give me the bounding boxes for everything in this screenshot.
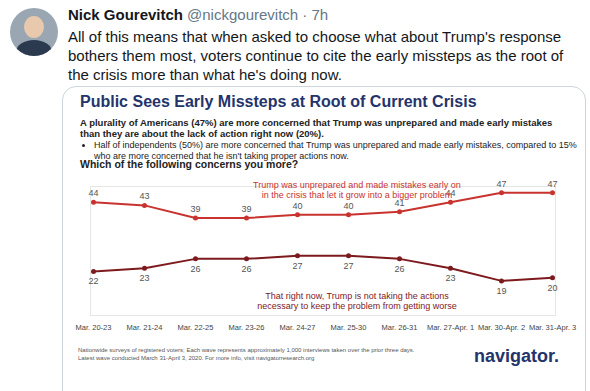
svg-text:23: 23 (445, 273, 455, 283)
svg-text:Mar. 24-27: Mar. 24-27 (280, 323, 316, 332)
svg-text:40: 40 (292, 201, 302, 211)
svg-text:44: 44 (88, 188, 98, 198)
svg-text:23: 23 (139, 273, 149, 283)
svg-text:22: 22 (88, 276, 98, 286)
svg-text:Mar. 25-30: Mar. 25-30 (331, 323, 367, 332)
html-text:navigator.: navigator. (474, 346, 559, 366)
svg-text:27: 27 (343, 261, 353, 271)
svg-text:27: 27 (292, 261, 302, 271)
svg-text:26: 26 (190, 264, 200, 274)
html-text:in the crisis that let it grow: in the crisis that let it grow into a bi… (261, 190, 453, 200)
svg-text:Mar. 23-26: Mar. 23-26 (229, 323, 265, 332)
svg-text:Mar. 26-31: Mar. 26-31 (382, 323, 418, 332)
svg-text:Mar. 31-Apr. 3: Mar. 31-Apr. 3 (529, 323, 576, 332)
svg-text:19: 19 (496, 286, 506, 296)
html-text:All of this means that when as: All of this means that when asked to cho… (68, 28, 564, 83)
svg-text:Mar. 30-Apr. 2: Mar. 30-Apr. 2 (478, 323, 525, 332)
svg-text:41: 41 (394, 197, 405, 208)
svg-text:Mar. 20-23: Mar. 20-23 (76, 323, 112, 332)
html-text:A plurality of Americans (47%): A plurality of Americans (47%) are more … (80, 117, 553, 139)
html-text:Which of the following concern: Which of the following concerns you more… (80, 158, 299, 170)
html-text:That right now, Trump is not t: That right now, Trump is not taking the … (265, 291, 449, 301)
svg-text:39: 39 (190, 204, 200, 214)
svg-text:43: 43 (139, 191, 149, 201)
svg-text:26: 26 (394, 264, 404, 274)
html-text:necessary to keep the problem: necessary to keep the problem from getti… (257, 301, 457, 311)
html-text:Latest wave conducted March 31: Latest wave conducted March 31-April 3, … (78, 354, 315, 361)
html-text:Nick Gourevitch @nickgourevitc: Nick Gourevitch @nickgourevitch · 7h (68, 6, 329, 23)
html-text:Public Sees Early Missteps at: Public Sees Early Missteps at Root of Cu… (80, 93, 477, 110)
svg-text:47: 47 (496, 179, 506, 189)
svg-text:Mar. 21-24: Mar. 21-24 (127, 323, 163, 332)
svg-text:47: 47 (547, 179, 557, 189)
html-text:Half of independents (50%) are: Half of independents (50%) are more conc… (94, 140, 577, 161)
svg-text:26: 26 (241, 264, 251, 274)
svg-text:40: 40 (343, 201, 353, 211)
svg-text:39: 39 (241, 204, 251, 214)
html-text:Nationwide surveys of register: Nationwide surveys of registered voters;… (78, 347, 415, 353)
svg-text:Mar. 27-Apr. 1: Mar. 27-Apr. 1 (427, 323, 474, 332)
svg-text:20: 20 (547, 283, 557, 293)
svg-text:Mar. 22-25: Mar. 22-25 (178, 323, 214, 332)
html-text:Trump was unprepared and made: Trump was unprepared and made mistakes e… (253, 180, 461, 190)
